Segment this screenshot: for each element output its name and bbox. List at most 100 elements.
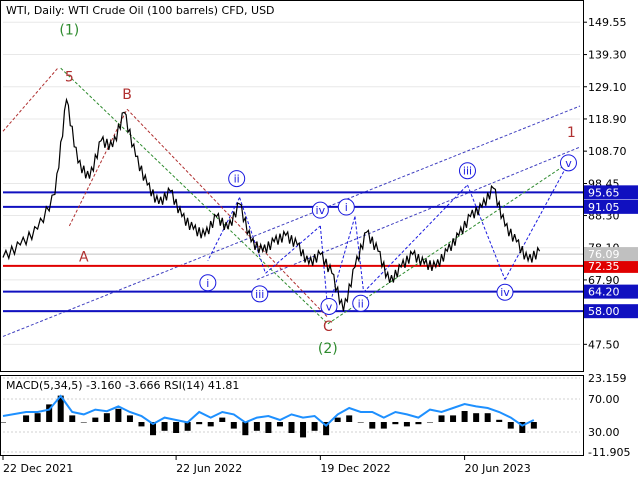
price-tick-label: 47.50	[588, 338, 620, 351]
macd-bar	[311, 422, 318, 431]
macd-bar	[161, 422, 168, 431]
level-tag-bg	[584, 199, 638, 214]
macd-bar	[334, 417, 341, 422]
wave-label-circle	[311, 201, 329, 219]
wave-path	[354, 216, 365, 293]
wave-label: ii	[234, 173, 240, 186]
macd-bar	[496, 419, 503, 422]
time-tick-label: 22 Jun 2022	[176, 462, 242, 475]
macd-bar	[403, 422, 410, 427]
indicator-axis: 23.159 70.00 30.00 -11.905	[588, 372, 630, 459]
wave-path	[239, 197, 267, 274]
macd-bar	[438, 415, 445, 422]
macd-bar	[461, 411, 468, 422]
macd-bar	[92, 417, 99, 422]
macd-bar	[230, 422, 237, 429]
wave-label: v	[326, 300, 333, 313]
macd-histogram	[0, 395, 537, 438]
wave-path	[265, 225, 321, 274]
wave-label: 5	[65, 70, 74, 86]
price-axis: 149.55139.30129.10118.90108.7098.4588.30…	[583, 16, 627, 351]
wave-label-circle	[251, 285, 269, 303]
wave-label: i	[345, 201, 348, 214]
wave-path	[327, 162, 569, 325]
macd-bar	[23, 415, 30, 422]
time-tick-label: 19 Dec 2022	[320, 462, 390, 475]
price-marker-bg	[584, 247, 638, 262]
wave-label: 1	[567, 125, 576, 141]
level-tag-bg	[584, 284, 638, 299]
wave-label: (2)	[318, 341, 338, 357]
macd-bar	[34, 413, 41, 422]
price-tick-label: 108.70	[588, 145, 627, 158]
macd-bar	[265, 422, 272, 433]
macd-bar	[426, 422, 433, 423]
channel-line	[2, 105, 581, 337]
channel-line	[256, 146, 581, 281]
macd-bar	[0, 422, 6, 423]
wave-paths	[2, 67, 569, 325]
macd-bar	[184, 422, 191, 431]
chart-title: WTI, Daily: WTI Crude Oil (100 barrels) …	[6, 4, 275, 17]
macd-bar	[138, 422, 145, 427]
wave-label: C	[323, 319, 333, 335]
macd-bar	[473, 413, 480, 422]
macd-bar	[69, 415, 76, 422]
macd-bar	[219, 417, 226, 422]
indicator-header: MACD(5,34,5) -3.160 -3.666 RSI(14) 41.81	[6, 379, 239, 392]
indicator-tick-label: 30.00	[588, 426, 620, 439]
wave-path	[504, 162, 569, 280]
wave-label: A	[79, 250, 89, 266]
macd-bar	[507, 422, 514, 429]
price-series	[2, 97, 541, 312]
wave-label-circle	[337, 198, 355, 216]
wave-label: ii	[358, 297, 364, 310]
macd-bar	[242, 422, 249, 436]
macd-bar	[126, 415, 133, 422]
wave-label-circle	[199, 274, 217, 292]
price-tick-label: 139.30	[588, 49, 627, 62]
macd-bar	[253, 422, 260, 431]
level-tag-bg	[584, 304, 638, 319]
rsi-line	[2, 394, 535, 427]
channel-lines	[2, 105, 581, 337]
price-marker-label: 76.09	[588, 248, 620, 261]
time-tick-label: 22 Dec 2021	[3, 462, 73, 475]
macd-bar	[369, 422, 376, 429]
main-panel-frame	[0, 0, 584, 372]
price-tick-label: 149.55	[588, 16, 627, 29]
price-tick-label: 118.90	[588, 113, 627, 126]
macd-bar	[530, 422, 537, 429]
wave-path	[467, 184, 506, 280]
wave-label: i	[206, 277, 209, 290]
macd-bar	[300, 422, 307, 438]
macd-bar	[196, 422, 203, 425]
macd-bar	[276, 422, 283, 427]
macd-bar	[46, 404, 53, 422]
wave-label: iii	[255, 288, 264, 301]
macd-bar	[484, 413, 491, 422]
macd-bar	[380, 422, 387, 429]
macd-bar	[207, 422, 214, 427]
macd-bar	[357, 422, 364, 423]
macd-bar	[450, 415, 457, 422]
wave-label: iv	[500, 286, 510, 299]
wave-path	[2, 67, 59, 132]
level-tag-bg	[584, 185, 638, 200]
wave-label: (1)	[59, 22, 79, 38]
level-tag-label: 95.65	[588, 186, 620, 199]
wave-label-circle	[228, 170, 246, 188]
macd-bar	[392, 422, 399, 425]
macd-bar	[346, 415, 353, 422]
wave-label: v	[565, 157, 572, 170]
macd-bar	[415, 422, 422, 425]
time-axis: 22 Dec 2021 22 Jun 2022 19 Dec 2022 20 Jun …	[2, 455, 531, 475]
time-tick-label: 20 Jun 2023	[465, 462, 531, 475]
price-line	[2, 97, 541, 312]
price-tick-label: 67.90	[588, 274, 620, 287]
indicator-tick-label: -11.905	[588, 446, 630, 459]
wave-label-circle	[496, 283, 514, 301]
macd-bar	[323, 422, 330, 436]
level-tag-label: 91.05	[588, 201, 620, 214]
